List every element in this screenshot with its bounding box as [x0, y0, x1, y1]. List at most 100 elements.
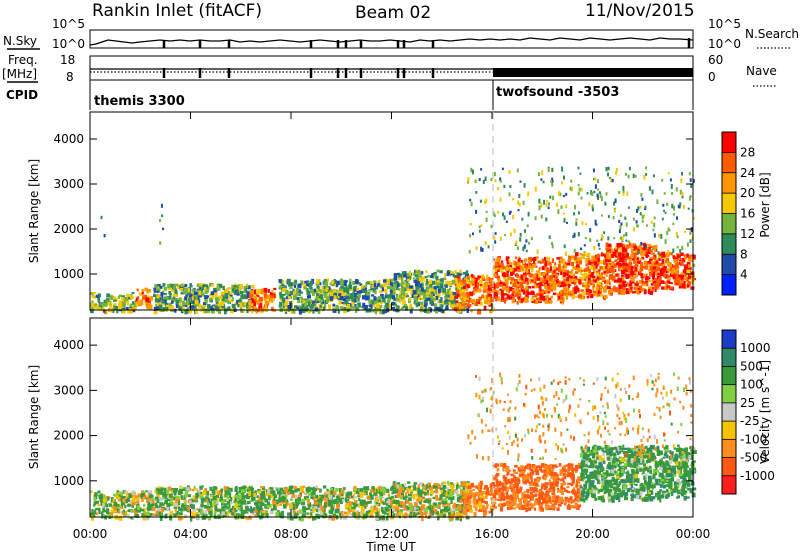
- data-cell: [142, 508, 146, 510]
- data-cell: [328, 494, 333, 500]
- data-cell: [677, 280, 680, 286]
- data-cell: [395, 482, 399, 487]
- data-cell: [151, 500, 155, 504]
- data-cell: [131, 502, 136, 506]
- data-cell: [434, 306, 437, 311]
- data-cell: [587, 274, 590, 278]
- data-cell: [295, 503, 300, 506]
- data-cell: [241, 486, 246, 491]
- data-cell: [539, 287, 542, 291]
- data-cell: [237, 302, 241, 305]
- data-cell: [274, 499, 279, 503]
- data-cell: [264, 300, 267, 303]
- data-cell: [281, 297, 286, 303]
- data-cell: [344, 280, 348, 283]
- data-cell: [375, 497, 379, 502]
- data-cell: [440, 309, 445, 313]
- data-cell: [155, 513, 159, 517]
- data-cell: [540, 277, 544, 281]
- plot-title: Rankin Inlet (fitACF): [92, 1, 262, 21]
- data-cell: [559, 284, 562, 288]
- data-cell: [591, 207, 594, 212]
- data-cell: [409, 303, 413, 308]
- data-cell: [433, 286, 437, 290]
- data-cell: [448, 297, 452, 303]
- data-cell: [364, 502, 368, 505]
- data-cell: [260, 288, 264, 294]
- data-cell: [162, 227, 165, 231]
- data-cell: [615, 246, 618, 250]
- data-cell: [616, 273, 620, 277]
- data-cell: [377, 309, 380, 313]
- data-cell: [217, 297, 221, 300]
- data-cell: [531, 295, 534, 300]
- data-cell: [226, 490, 230, 494]
- data-cell: [426, 483, 429, 489]
- data-cell: [264, 304, 268, 309]
- data-cell: [418, 500, 422, 505]
- data-cell: [207, 516, 212, 521]
- data-cell: [341, 291, 346, 296]
- data-cell: [196, 288, 200, 292]
- data-cell: [221, 506, 225, 510]
- y-tick-label: 4000: [53, 132, 84, 146]
- data-cell: [565, 293, 568, 298]
- data-cell: [671, 268, 675, 272]
- data-cell: [528, 261, 531, 266]
- data-cell: [439, 283, 444, 287]
- data-cell: [467, 275, 470, 279]
- data-cell: [257, 514, 261, 517]
- data-cell: [462, 278, 466, 281]
- data-cell: [454, 295, 458, 299]
- data-cell: [364, 295, 369, 301]
- data-cell: [440, 285, 444, 289]
- data-cell: [315, 289, 320, 293]
- data-cell: [676, 246, 679, 249]
- data-cell: [604, 279, 607, 284]
- data-cell: [261, 511, 266, 514]
- data-cell: [124, 505, 127, 509]
- data-cell: [148, 506, 152, 511]
- data-cell: [101, 303, 106, 307]
- data-cell: [458, 292, 463, 296]
- data-cell: [131, 490, 135, 495]
- data-cell: [557, 268, 561, 273]
- data-cell: [394, 507, 397, 512]
- data-cell: [201, 291, 204, 296]
- data-cell: [222, 514, 226, 517]
- data-cell: [98, 507, 101, 512]
- data-cell: [154, 497, 158, 501]
- data-cell: [433, 303, 438, 308]
- data-cell: [379, 495, 382, 501]
- data-cell: [498, 282, 502, 286]
- data-cell: [593, 261, 598, 266]
- data-cell: [324, 280, 329, 284]
- data-cell: [634, 283, 639, 286]
- data-cell: [320, 511, 324, 516]
- data-cell: [294, 279, 298, 283]
- data-cell: [306, 283, 309, 287]
- data-cell: [649, 249, 653, 252]
- data-cell: [202, 497, 206, 502]
- data-cell: [657, 284, 660, 288]
- data-cell: [297, 284, 302, 289]
- data-cell: [488, 294, 493, 297]
- data-cell: [282, 287, 286, 293]
- data-cell: [248, 515, 252, 520]
- data-cell: [478, 288, 482, 292]
- data-cell: [103, 309, 106, 313]
- data-cell: [599, 287, 603, 292]
- data-cell: [315, 300, 318, 304]
- beam-label: Beam 02: [355, 3, 431, 23]
- data-cell: [574, 282, 577, 286]
- data-cell: [349, 278, 352, 282]
- data-cell: [217, 514, 222, 518]
- data-cell: [185, 308, 189, 314]
- data-cell: [584, 253, 587, 256]
- data-cell: [173, 492, 177, 496]
- data-cell: [397, 309, 401, 313]
- data-cell: [452, 307, 456, 311]
- data-cell: [240, 308, 245, 313]
- data-cell: [316, 279, 320, 284]
